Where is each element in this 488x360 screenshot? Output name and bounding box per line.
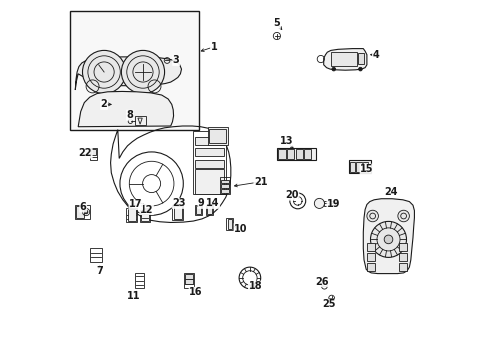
Bar xyxy=(141,209,149,221)
Bar xyxy=(356,162,361,172)
Text: 8: 8 xyxy=(126,110,133,120)
Polygon shape xyxy=(363,199,413,274)
Bar xyxy=(172,205,183,220)
Bar xyxy=(398,263,406,271)
Text: 1: 1 xyxy=(210,42,217,52)
Bar xyxy=(286,149,294,159)
Bar xyxy=(70,11,199,130)
Bar xyxy=(324,201,335,206)
Bar xyxy=(220,177,230,194)
Bar xyxy=(209,129,225,143)
Bar xyxy=(140,208,150,222)
Text: 24: 24 xyxy=(384,186,397,197)
Bar xyxy=(89,248,102,262)
Text: 15: 15 xyxy=(360,164,373,174)
Polygon shape xyxy=(323,49,366,70)
Text: 10: 10 xyxy=(234,224,247,234)
Circle shape xyxy=(314,198,324,208)
Text: 7: 7 xyxy=(96,266,103,276)
Text: 19: 19 xyxy=(326,199,340,210)
Polygon shape xyxy=(78,91,173,127)
Bar xyxy=(330,52,356,66)
Circle shape xyxy=(331,67,335,71)
Bar xyxy=(221,180,228,183)
Bar xyxy=(358,53,363,64)
Bar xyxy=(276,148,315,160)
Text: 16: 16 xyxy=(189,287,202,297)
Bar xyxy=(76,206,84,218)
Text: 18: 18 xyxy=(248,281,262,291)
Bar xyxy=(90,148,97,160)
Bar xyxy=(173,206,182,219)
Text: 12: 12 xyxy=(140,204,153,215)
Circle shape xyxy=(84,210,88,214)
Text: 26: 26 xyxy=(314,276,328,287)
Bar xyxy=(398,243,406,251)
Circle shape xyxy=(358,67,362,71)
Text: 3: 3 xyxy=(172,55,179,66)
Text: 2: 2 xyxy=(101,99,107,109)
Bar xyxy=(398,253,406,261)
Bar xyxy=(227,219,231,229)
Bar xyxy=(348,160,370,173)
Bar xyxy=(196,206,201,214)
Bar xyxy=(194,148,224,156)
Bar xyxy=(193,131,225,194)
Text: 22: 22 xyxy=(79,148,92,158)
Circle shape xyxy=(384,235,392,244)
Bar xyxy=(194,137,224,145)
Bar xyxy=(366,263,374,271)
Bar xyxy=(91,149,96,155)
Bar xyxy=(304,149,311,159)
Circle shape xyxy=(366,210,378,222)
Bar xyxy=(349,162,355,172)
Text: 14: 14 xyxy=(205,198,219,208)
Bar xyxy=(194,205,202,215)
Circle shape xyxy=(397,210,408,222)
Text: 11: 11 xyxy=(127,291,141,301)
Bar xyxy=(127,209,136,221)
Text: 13: 13 xyxy=(280,136,293,146)
Bar xyxy=(134,116,145,125)
Text: 5: 5 xyxy=(273,18,280,28)
Bar xyxy=(226,218,232,230)
Bar xyxy=(366,243,374,251)
Bar xyxy=(221,184,228,188)
Bar xyxy=(75,205,89,219)
Text: 21: 21 xyxy=(253,177,267,187)
Circle shape xyxy=(82,50,125,94)
Bar xyxy=(221,189,228,193)
Text: 20: 20 xyxy=(285,190,298,200)
Bar xyxy=(134,273,143,288)
Bar xyxy=(362,162,367,172)
Bar xyxy=(295,149,302,159)
Bar xyxy=(207,127,227,145)
Text: 25: 25 xyxy=(322,299,335,309)
Bar xyxy=(194,169,224,194)
Circle shape xyxy=(370,221,406,257)
Bar xyxy=(278,149,285,159)
Bar xyxy=(206,206,211,214)
Text: 4: 4 xyxy=(372,50,379,60)
Bar xyxy=(366,253,374,261)
Text: 9: 9 xyxy=(198,198,204,208)
Circle shape xyxy=(121,50,164,94)
Bar xyxy=(126,208,137,222)
Bar xyxy=(185,274,193,279)
Bar xyxy=(194,160,224,168)
Text: 17: 17 xyxy=(129,199,142,210)
Text: 23: 23 xyxy=(172,198,185,208)
Bar xyxy=(185,279,193,284)
Bar xyxy=(183,273,194,288)
Text: 6: 6 xyxy=(80,202,86,212)
Polygon shape xyxy=(75,57,181,90)
Bar xyxy=(205,205,212,215)
